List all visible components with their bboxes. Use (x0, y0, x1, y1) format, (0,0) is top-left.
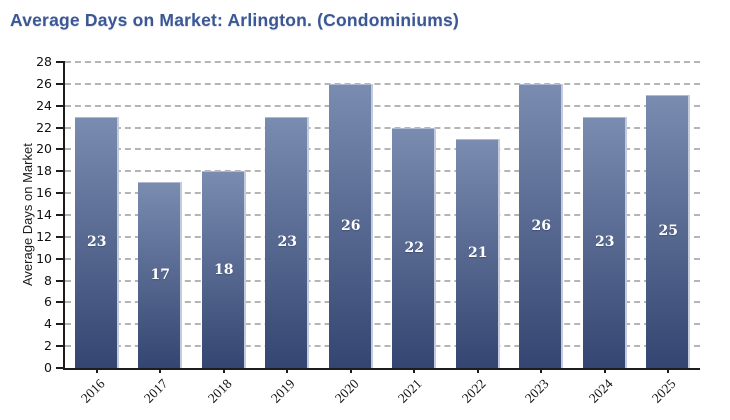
bar-value-label: 17 (150, 267, 170, 284)
y-tick-label: 0 (44, 360, 52, 375)
y-axis-tick (56, 214, 65, 216)
y-tick-label: 16 (36, 185, 52, 201)
bar-slot: 26 (510, 62, 574, 368)
x-tick-label: 2019 (268, 376, 298, 406)
y-tick-label: 26 (36, 75, 52, 91)
gridline (65, 214, 700, 216)
y-axis-tick (56, 170, 65, 173)
bar-value-label: 18 (214, 261, 234, 278)
bar-2024: 23 (582, 116, 627, 368)
gridline (65, 257, 700, 260)
bar-slot: 17 (129, 62, 193, 368)
y-axis-tick (56, 257, 65, 260)
y-tick-label: 8 (44, 272, 52, 288)
y-axis-tick (56, 345, 65, 348)
gridline (65, 345, 700, 348)
chart-title: Average Days on Market: Arlington. (Cond… (10, 10, 459, 30)
y-axis-tick (56, 279, 65, 282)
gridline (65, 301, 700, 304)
bar-value-label: 23 (277, 234, 297, 251)
bar-slot: 23 (65, 62, 129, 368)
y-tick-label: 28 (36, 54, 52, 69)
y-tick-label: 22 (36, 119, 52, 135)
x-tick-label: 2021 (395, 376, 425, 406)
y-axis-tick (56, 126, 65, 129)
x-axis-tick (413, 368, 416, 373)
bar-2023: 26 (519, 83, 564, 368)
x-axis-tick (95, 368, 98, 373)
y-axis-tick (56, 104, 65, 107)
x-tick-label: 2025 (649, 376, 679, 406)
bar-value-label: 22 (404, 239, 424, 256)
x-tick-label: 2018 (204, 376, 235, 406)
gridline (65, 170, 700, 173)
bar-2021: 22 (392, 127, 437, 368)
x-tick-label: 2023 (522, 376, 552, 406)
x-axis-tick (286, 368, 289, 373)
y-axis-tick (56, 301, 65, 304)
bar-2016: 23 (74, 116, 119, 368)
gridline (65, 235, 700, 238)
y-axis-title: Average Days on Market (20, 143, 35, 287)
x-tick-label: 2020 (331, 376, 362, 406)
x-tick-label: 2016 (77, 376, 108, 406)
bar-slot: 26 (319, 62, 383, 368)
bar-value-label: 21 (468, 245, 488, 262)
bar-2017: 17 (138, 182, 183, 368)
y-axis-tick (56, 192, 65, 195)
gridline (65, 126, 700, 129)
gridline (65, 192, 700, 195)
x-tick-label: 2017 (141, 376, 171, 406)
x-tick-label: 2022 (458, 376, 489, 406)
y-axis-tick (56, 82, 65, 85)
bar-slot: 23 (573, 62, 637, 368)
gridline (65, 61, 700, 63)
x-axis-tick (159, 368, 162, 373)
bar-value-label: 23 (595, 234, 615, 251)
y-tick-label: 14 (36, 207, 52, 222)
y-tick-label: 4 (44, 316, 52, 332)
bar-slot: 23 (256, 62, 320, 368)
y-tick-label: 18 (36, 163, 52, 179)
y-tick-label: 12 (36, 228, 52, 244)
gridline (65, 323, 700, 326)
x-axis-tick (603, 368, 606, 373)
bar-2020: 26 (328, 83, 373, 368)
bar-slot: 25 (637, 62, 701, 368)
y-tick-label: 2 (44, 338, 52, 354)
bar-value-label: 26 (341, 217, 361, 234)
y-axis-tick (56, 235, 65, 238)
gridline (65, 279, 700, 282)
bar-2019: 23 (265, 116, 310, 368)
gridline (65, 104, 700, 107)
bar-slot: 22 (383, 62, 447, 368)
gridline (65, 82, 700, 85)
gridline (65, 148, 700, 151)
x-axis-tick (349, 368, 352, 373)
x-tick-label: 2024 (585, 376, 616, 406)
y-tick-label: 10 (36, 250, 52, 266)
x-axis-tick (222, 368, 225, 373)
bar-2025: 25 (646, 94, 691, 368)
bar-2018: 18 (201, 171, 246, 368)
y-axis-tick (56, 148, 65, 151)
y-axis-tick (56, 367, 65, 369)
y-tick-label: 24 (36, 97, 52, 113)
bar-value-label: 26 (531, 217, 551, 234)
y-tick-label: 6 (44, 294, 52, 310)
y-tick-label: 20 (36, 141, 52, 157)
bar-slot: 18 (192, 62, 256, 368)
plot-area: 0 2 4 6 8 10 12 14 16 18 20 22 24 26 28 23 2016 17 2017 18 2… (36, 54, 701, 406)
x-axis-tick (540, 368, 543, 373)
bar-slot: 21 (446, 62, 510, 368)
y-axis-tick (56, 61, 65, 63)
x-axis-tick (476, 368, 479, 373)
bar-2022: 21 (455, 138, 500, 368)
bar-value-label: 25 (658, 223, 678, 240)
y-axis-tick (56, 323, 65, 326)
x-axis-tick (667, 368, 670, 373)
bar-value-label: 23 (87, 234, 107, 251)
